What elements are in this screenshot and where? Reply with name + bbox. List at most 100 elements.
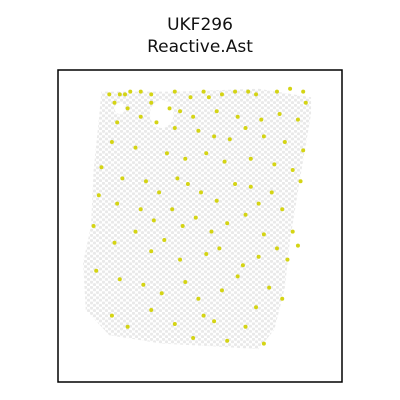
data-point-86 [285, 257, 290, 262]
data-point-61 [280, 207, 285, 212]
data-point-89 [117, 277, 122, 282]
data-point-24 [214, 109, 219, 114]
data-point-65 [138, 207, 143, 212]
data-point-3 [128, 89, 133, 94]
data-point-30 [138, 114, 143, 119]
data-point-10 [219, 92, 224, 97]
data-point-43 [183, 156, 188, 161]
data-point-38 [282, 140, 287, 144]
data-point-76 [91, 224, 96, 228]
data-point-67 [170, 207, 175, 212]
tissue-hole-0 [149, 100, 174, 128]
data-point-54 [185, 182, 190, 186]
data-point-2 [123, 92, 128, 97]
data-point-57 [233, 182, 238, 186]
data-point-22 [178, 109, 183, 114]
data-point-80 [162, 238, 167, 242]
data-point-84 [240, 263, 245, 268]
data-point-40 [109, 140, 114, 144]
data-point-64 [115, 201, 120, 206]
chart-title: UKF296 [167, 15, 233, 35]
data-point-100 [125, 324, 130, 329]
data-point-46 [248, 156, 253, 161]
data-point-59 [256, 201, 261, 206]
data-point-88 [94, 268, 99, 273]
data-point-70 [209, 229, 214, 234]
data-point-103 [191, 336, 196, 340]
data-point-32 [172, 126, 177, 130]
chart-subtitle: Reactive.Ast [147, 37, 253, 57]
data-point-72 [243, 212, 248, 217]
data-point-106 [243, 324, 248, 329]
data-point-68 [180, 224, 185, 228]
data-point-55 [199, 190, 203, 195]
data-point-7 [188, 95, 193, 100]
data-point-78 [133, 229, 138, 234]
data-point-50 [120, 176, 125, 181]
data-point-28 [295, 117, 300, 122]
data-point-47 [272, 162, 277, 167]
data-point-58 [248, 184, 253, 189]
plot-frame [57, 69, 343, 383]
data-point-71 [225, 221, 230, 226]
data-point-1 [117, 92, 122, 97]
data-point-41 [133, 145, 138, 150]
data-point-91 [159, 291, 164, 296]
data-point-77 [112, 240, 117, 245]
data-point-99 [109, 313, 114, 318]
data-point-45 [222, 159, 227, 164]
data-point-26 [259, 117, 264, 122]
data-point-33 [196, 128, 201, 133]
data-point-20 [149, 100, 154, 105]
data-point-25 [235, 114, 240, 119]
data-point-85 [256, 254, 261, 259]
data-point-83 [217, 246, 222, 251]
data-point-36 [243, 126, 248, 130]
data-point-105 [225, 338, 230, 343]
data-point-15 [288, 86, 293, 91]
data-point-66 [151, 218, 156, 223]
data-point-16 [301, 89, 306, 94]
tissue-hole-1 [114, 102, 126, 114]
data-point-52 [157, 190, 162, 195]
data-point-95 [235, 274, 240, 279]
data-point-23 [191, 114, 196, 119]
data-point-69 [193, 215, 198, 220]
data-point-31 [154, 120, 159, 125]
data-point-4 [138, 89, 143, 94]
data-point-63 [96, 193, 101, 198]
data-point-14 [274, 89, 279, 94]
data-point-17 [303, 100, 308, 105]
data-point-79 [149, 249, 154, 254]
data-point-92 [183, 280, 188, 284]
data-point-51 [143, 179, 148, 184]
data-point-97 [267, 285, 272, 290]
data-point-60 [269, 190, 274, 195]
data-point-27 [277, 112, 282, 116]
data-point-75 [290, 229, 295, 234]
data-point-11 [233, 89, 238, 94]
data-point-101 [149, 308, 154, 312]
data-point-8 [201, 89, 206, 94]
data-point-74 [274, 246, 279, 251]
data-point-49 [99, 165, 104, 170]
data-point-56 [214, 198, 219, 203]
data-point-44 [204, 151, 209, 156]
data-point-108 [201, 313, 206, 318]
data-point-39 [301, 148, 306, 153]
data-point-13 [254, 92, 259, 97]
data-point-35 [227, 137, 232, 142]
data-point-102 [172, 322, 177, 326]
data-point-12 [246, 89, 251, 94]
data-point-98 [280, 296, 285, 301]
data-point-0 [107, 92, 112, 97]
data-point-6 [172, 89, 177, 94]
data-point-48 [290, 168, 295, 172]
data-point-81 [178, 257, 183, 262]
data-point-53 [175, 176, 180, 181]
data-point-19 [125, 106, 130, 111]
data-point-93 [196, 296, 201, 301]
data-point-5 [149, 92, 154, 97]
data-point-73 [261, 232, 266, 237]
